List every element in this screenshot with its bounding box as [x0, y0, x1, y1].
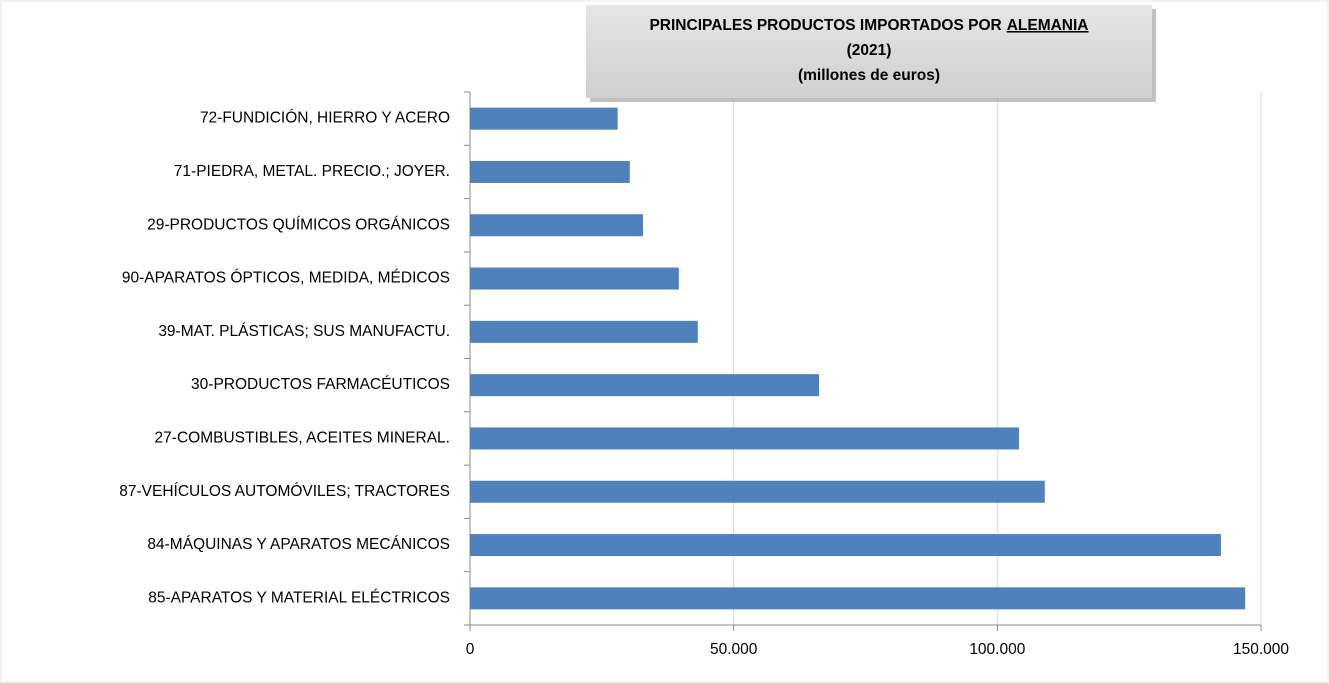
y-tick-label: 27-COMBUSTIBLES, ACEITES MINERAL. [155, 430, 450, 447]
bar [470, 107, 618, 130]
bar [470, 427, 1019, 450]
title-country: ALEMANIA [1007, 17, 1089, 34]
y-tick-label: 29-PRODUCTOS QUÍMICOS ORGÁNICOS [147, 216, 450, 233]
y-tick-label: 71-PIEDRA, METAL. PRECIO.; JOYER. [174, 163, 450, 180]
bar [470, 534, 1221, 557]
y-tick-label: 84-MÁQUINAS Y APARATOS MECÁNICOS [147, 536, 450, 553]
bar [470, 374, 820, 397]
y-tick-label: 85-APARATOS Y MATERIAL ELÉCTRICOS [148, 589, 450, 606]
subtitle: (millones de euros) [798, 67, 940, 84]
x-tick-label: 50.000 [710, 641, 758, 658]
bar [470, 587, 1246, 610]
bar [470, 320, 698, 343]
bar [470, 480, 1045, 503]
subtitle: (2021) [847, 42, 892, 59]
chart-title: PRINCIPALES PRODUCTOS IMPORTADOS POR ALEM… [649, 17, 1088, 34]
x-tick-label: 150.000 [1233, 641, 1289, 658]
y-tick-label: 30-PRODUCTOS FARMACÉUTICOS [191, 376, 450, 393]
x-tick-label: 0 [466, 641, 475, 658]
y-tick-label: 87-VEHÍCULOS AUTOMÓVILES; TRACTORES [119, 483, 450, 500]
title-background [586, 5, 1152, 98]
bar [470, 267, 679, 290]
x-tick-label: 100.000 [969, 641, 1025, 658]
bar [470, 160, 630, 183]
y-tick-label: 39-MAT. PLÁSTICAS; SUS MANUFACTU. [158, 323, 450, 340]
title-box: PRINCIPALES PRODUCTOS IMPORTADOS POR ALEM… [586, 5, 1156, 102]
y-tick-label: 72-FUNDICIÓN, HIERRO Y ACERO [200, 110, 450, 127]
bar [470, 214, 643, 237]
title-text: PRINCIPALES PRODUCTOS IMPORTADOS POR [649, 17, 1001, 34]
y-tick-label: 90-APARATOS ÓPTICOS, MEDIDA, MÉDICOS [122, 270, 450, 287]
